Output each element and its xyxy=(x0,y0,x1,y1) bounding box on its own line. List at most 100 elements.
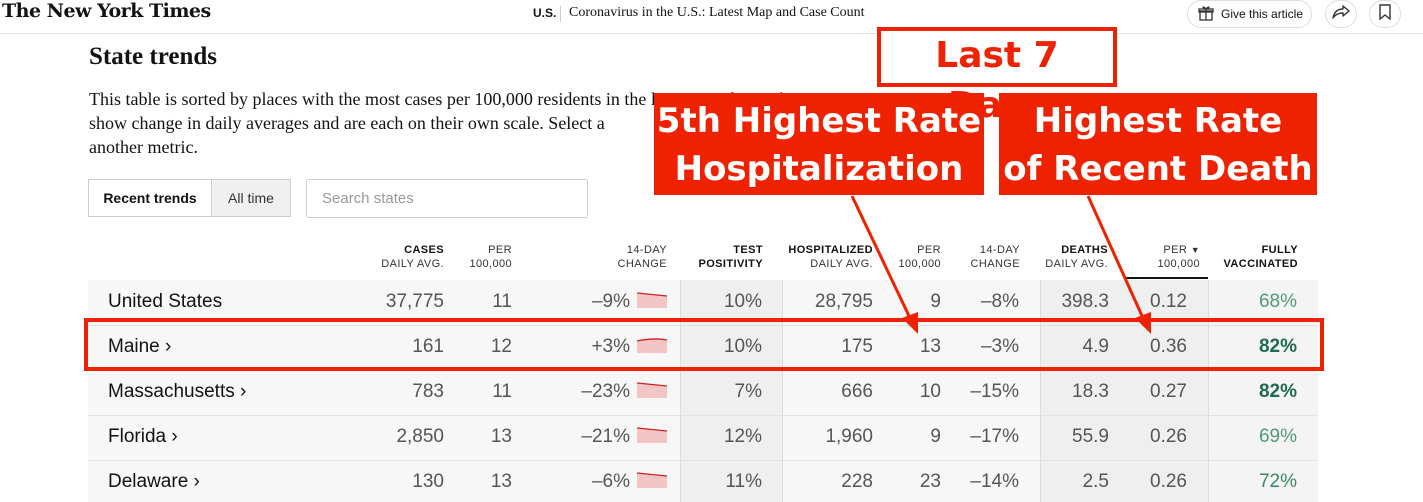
cell-hosp: 28,795 xyxy=(814,291,873,312)
header-fully-vaccinated[interactable]: FULLY VACCINATED xyxy=(1223,244,1298,270)
cell-per1: 11 xyxy=(492,381,512,402)
top-bar: The New York Times U.S. Coronavirus in t… xyxy=(0,0,1423,34)
tab-recent-trends[interactable]: Recent trends xyxy=(88,179,212,217)
col-divider xyxy=(1040,280,1041,502)
cell-test: 11% xyxy=(725,471,762,492)
share-button[interactable] xyxy=(1325,0,1357,28)
cell-change2: –17% xyxy=(970,426,1019,447)
nyt-logo[interactable]: The New York Times xyxy=(2,0,211,22)
sort-underline xyxy=(1126,277,1208,279)
cell-hosp: 666 xyxy=(841,381,873,402)
vacc-column-bg xyxy=(1208,280,1318,502)
state-name[interactable]: Maine › xyxy=(108,336,172,357)
cell-per2: 10 xyxy=(919,381,941,402)
hosp-annotation-line2: Hospitalization xyxy=(674,149,964,189)
header-deaths[interactable]: DEATHS DAILY AVG. xyxy=(1045,244,1108,270)
death-annotation-line2: of Recent Death xyxy=(1003,149,1313,189)
death-annotation-line1: Highest Rate xyxy=(1033,101,1283,141)
cell-deaths: 2.5 xyxy=(1082,471,1109,492)
col-divider xyxy=(1208,280,1209,502)
header-hosp-per-100k[interactable]: PER 100,000 xyxy=(898,244,941,270)
section-label[interactable]: U.S. xyxy=(533,6,557,20)
cell-per3: 0.26 xyxy=(1150,426,1187,447)
cell-per1: 12 xyxy=(490,336,512,357)
search-input[interactable] xyxy=(306,179,588,218)
cell-vacc: 69% xyxy=(1258,426,1297,447)
intro-line-3: another metric. xyxy=(89,137,198,157)
header-hospitalized[interactable]: HOSPITALIZED DAILY AVG. xyxy=(788,244,873,270)
row-divider xyxy=(88,415,1318,416)
cell-per1: 11 xyxy=(492,291,512,312)
cell-vacc: 82% xyxy=(1258,336,1297,357)
row-divider xyxy=(88,325,1318,326)
article-title: Coronavirus in the U.S.: Latest Map and … xyxy=(569,5,865,20)
cell-change2: –15% xyxy=(970,381,1019,402)
header-hosp-change[interactable]: 14-DAY CHANGE xyxy=(970,244,1020,270)
cell-change2: –3% xyxy=(980,336,1019,357)
cell-change1: –23% xyxy=(581,381,630,402)
cell-deaths: 398.3 xyxy=(1061,291,1109,312)
cell-hosp: 175 xyxy=(841,336,873,357)
cell-change1: –9% xyxy=(591,291,630,312)
intro-line-1: This table is sorted by places with the … xyxy=(89,89,789,109)
gift-article-button[interactable]: Give this article xyxy=(1187,0,1312,28)
cell-per2: 9 xyxy=(930,291,941,312)
cell-cases: 37,775 xyxy=(385,291,444,312)
row-divider xyxy=(88,460,1318,461)
cell-vacc: 72% xyxy=(1258,471,1297,492)
bookmark-icon xyxy=(1379,3,1391,25)
sort-desc-icon: ▼ xyxy=(1190,245,1200,255)
cell-per2: 23 xyxy=(919,471,941,492)
cell-per1: 13 xyxy=(490,426,512,447)
cell-test: 12% xyxy=(723,426,762,447)
cell-hosp: 1,960 xyxy=(825,426,873,447)
cell-cases: 161 xyxy=(412,336,444,357)
test-column-bg xyxy=(680,280,782,502)
cell-per2: 9 xyxy=(930,426,941,447)
trend-sparkline xyxy=(637,338,667,353)
hosp-annotation-line1: 5th Highest Rate xyxy=(656,101,982,141)
maine-highlight-box xyxy=(84,318,1324,371)
cell-change2: –8% xyxy=(980,291,1019,312)
cell-deaths: 18.3 xyxy=(1072,381,1109,402)
header-test-positivity[interactable]: TEST POSITIVITY xyxy=(698,244,763,270)
cell-per3: 0.26 xyxy=(1150,471,1187,492)
intro-text: This table is sorted by places with the … xyxy=(89,87,889,159)
header-cases-per-100k[interactable]: PER 100,000 xyxy=(469,244,512,270)
death-annotation: Highest Rate of Recent Death xyxy=(999,93,1317,195)
cell-change1: +3% xyxy=(591,336,630,357)
intro-line-2: show change in daily averages and are ea… xyxy=(89,113,605,133)
trend-sparkline xyxy=(637,382,667,398)
state-name: United States xyxy=(108,291,223,312)
cell-test: 10% xyxy=(723,336,762,357)
header-cases-change[interactable]: 14-DAY CHANGE xyxy=(617,244,667,270)
cell-test: 7% xyxy=(734,381,762,402)
state-name[interactable]: Florida › xyxy=(108,426,178,447)
cell-cases: 2,850 xyxy=(396,426,444,447)
hosp-annotation: 5th Highest Rate Hospitalization xyxy=(654,93,984,195)
cell-vacc: 82% xyxy=(1258,381,1297,402)
gift-icon xyxy=(1198,5,1214,24)
col-divider xyxy=(782,280,783,502)
cell-per3: 0.12 xyxy=(1150,291,1187,312)
state-name[interactable]: Massachusetts › xyxy=(108,381,247,402)
header-divider xyxy=(560,6,561,22)
trend-sparkline xyxy=(637,292,667,308)
cell-hosp: 228 xyxy=(841,471,873,492)
col-divider xyxy=(680,280,681,502)
cell-vacc: 68% xyxy=(1258,291,1297,312)
cell-per3: 0.36 xyxy=(1150,336,1187,357)
header-deaths-per-100k[interactable]: PER ▼ 100,000 xyxy=(1157,244,1200,270)
cell-per2: 13 xyxy=(919,336,941,357)
gift-label: Give this article xyxy=(1221,7,1304,21)
tab-all-time[interactable]: All time xyxy=(211,179,291,217)
bookmark-button[interactable] xyxy=(1369,0,1401,28)
header-cases[interactable]: CASES DAILY AVG. xyxy=(381,244,444,270)
state-name[interactable]: Delaware › xyxy=(108,471,200,492)
cell-cases: 783 xyxy=(412,381,444,402)
cell-deaths: 55.9 xyxy=(1072,426,1109,447)
section-heading: State trends xyxy=(89,43,218,70)
cell-per1: 13 xyxy=(490,471,512,492)
share-icon xyxy=(1332,4,1350,25)
trend-sparkline xyxy=(637,427,667,443)
